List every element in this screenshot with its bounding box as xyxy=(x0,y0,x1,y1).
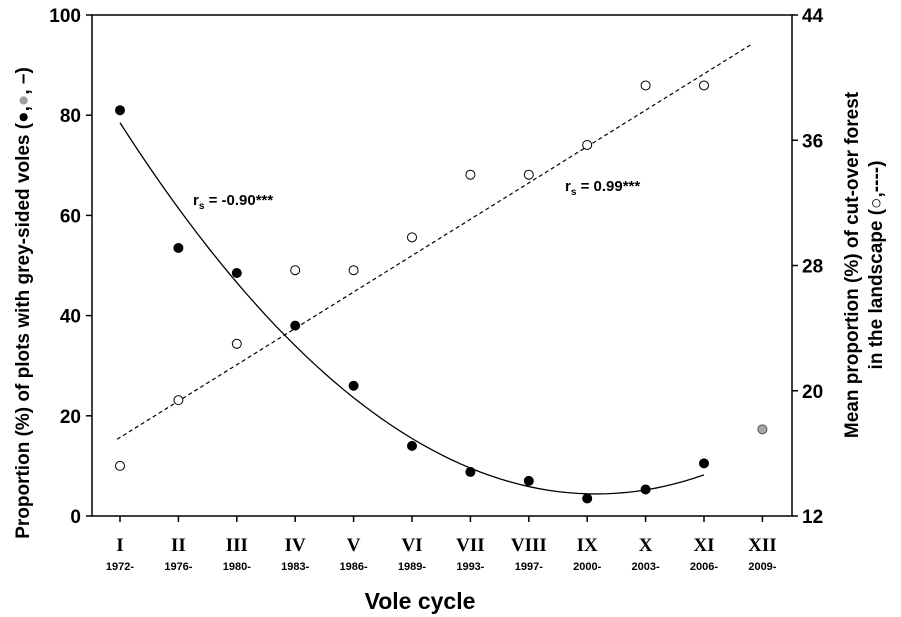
x-tick-label-cycle: VI xyxy=(401,535,422,556)
left-axis-title: Proportion (%) of plots with grey-sided … xyxy=(13,67,34,539)
vole-plot-point xyxy=(407,440,417,451)
x-tick-label-cycle: I xyxy=(116,535,123,556)
right-tick-label: 12 xyxy=(802,507,823,528)
x-tick-label-cycle: X xyxy=(639,535,653,556)
x-tick-label-cycle: VIII xyxy=(511,535,547,556)
x-tick-label-cycle: IX xyxy=(577,535,598,556)
cut-over-forest-point xyxy=(290,265,301,276)
x-tick-label-cycle: XI xyxy=(693,535,714,556)
x-tick-label-year: 2006- xyxy=(690,561,718,573)
right-tick-label: 44 xyxy=(802,6,824,27)
cut-over-forest-point xyxy=(523,169,534,180)
vole-plot-point-grey xyxy=(757,424,768,435)
vole-plot-point xyxy=(465,466,476,477)
x-tick-label-cycle: XII xyxy=(748,535,777,556)
left-tick-label: 20 xyxy=(60,407,81,428)
cut-over-forest-point xyxy=(640,80,651,91)
x-axis: I 1972- II 1976- III 1980- IV 1983- V 1986- VI 1989… xyxy=(106,516,777,573)
cut-over-forest-point xyxy=(231,338,242,349)
annotation-left: rs = -0.90*** xyxy=(193,192,273,212)
data-points xyxy=(115,80,768,504)
x-tick-label-year: 1989- xyxy=(398,561,426,573)
vole-plot-point xyxy=(115,105,125,116)
grey-dot-symbol: ● xyxy=(13,95,34,106)
plot-frame xyxy=(91,14,793,517)
vole-plot-point xyxy=(582,493,593,504)
left-axis: 0 20 40 60 80 100 xyxy=(49,6,92,528)
left-tick-label: 40 xyxy=(60,307,81,328)
x-tick-label-cycle: IV xyxy=(285,535,306,556)
x-axis-title: Vole cycle xyxy=(365,588,476,614)
cut-over-forest-point xyxy=(348,265,359,276)
annotation-right: rs = 0.99*** xyxy=(565,178,640,198)
cut-over-forest-point xyxy=(465,169,476,180)
vole-plot-point xyxy=(231,268,242,279)
right-tick-label: 36 xyxy=(802,131,823,152)
x-tick-label-year: 1983- xyxy=(281,561,309,573)
left-tick-label: 100 xyxy=(49,6,81,27)
cut-over-forest-point xyxy=(699,80,709,91)
right-tick-label: 28 xyxy=(802,257,823,278)
x-tick-label-cycle: VII xyxy=(456,535,485,556)
x-tick-label-cycle: V xyxy=(347,535,361,556)
cut-over-forest-point xyxy=(115,460,125,471)
left-tick-label: 80 xyxy=(60,106,81,127)
x-tick-label-year: 1997- xyxy=(515,561,543,573)
cut-over-forest-point xyxy=(407,232,417,243)
x-tick-label-year: 1986- xyxy=(340,561,368,573)
vole-plot-point xyxy=(523,475,534,486)
open-circle-symbol: ○ xyxy=(866,197,887,208)
x-tick-label-cycle: III xyxy=(226,535,248,556)
cut-over-forest-point xyxy=(173,395,184,406)
left-tick-label: 0 xyxy=(70,507,81,528)
x-tick-label-year: 1976- xyxy=(164,561,192,573)
left-tick-label: 60 xyxy=(60,206,81,227)
vole-plot-point xyxy=(290,320,301,331)
vole-plot-point xyxy=(699,458,709,469)
x-tick-label-year: 1972- xyxy=(106,561,134,573)
x-tick-label-year: 2009- xyxy=(748,561,776,573)
right-axis-title-line2: in the landscape (○,----) xyxy=(866,161,887,370)
vole-plot-point xyxy=(640,484,651,495)
quadratic-fit-line xyxy=(119,122,705,495)
x-tick-label-cycle: II xyxy=(171,535,186,556)
right-axis-title-line1: Mean proportion (%) of cut-over forest xyxy=(842,91,863,438)
right-tick-label: 20 xyxy=(802,382,823,403)
vole-plot-point xyxy=(173,242,184,253)
x-tick-label-year: 2000- xyxy=(573,561,601,573)
x-tick-label-year: 2003- xyxy=(632,561,660,573)
vole-plot-point xyxy=(348,380,359,391)
cut-over-forest-point xyxy=(582,139,593,150)
x-tick-label-year: 1993- xyxy=(456,561,484,573)
x-tick-label-year: 1980- xyxy=(223,561,251,573)
linear-fit-line xyxy=(116,44,752,440)
right-axis: 12 20 28 36 44 xyxy=(792,6,824,528)
